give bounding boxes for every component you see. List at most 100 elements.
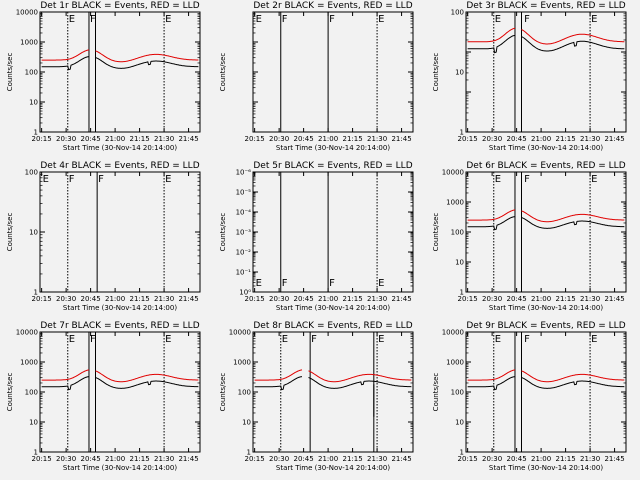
det-3-flag: E [495, 14, 501, 25]
det-6-xtick-label: 21:00 [531, 295, 551, 303]
det-1-xtick-label: 20:45 [81, 135, 101, 143]
det-3-xtick-label: 21:45 [604, 135, 624, 143]
det-1-ytick-label: 1000 [20, 39, 38, 47]
det-1-xtick-label: 20:15 [32, 135, 52, 143]
det-5-ytick-label: 10⁻⁵ [236, 189, 252, 197]
det-4-xtick-label: 20:45 [81, 295, 101, 303]
det-8-flag: E [282, 334, 288, 345]
det-6-xtick-label: 21:30 [580, 295, 600, 303]
det-8-xtick-label: 20:45 [294, 455, 314, 463]
det-6-xtick-label: 21:15 [555, 295, 575, 303]
det-8-title: Det 8r BLACK = Events, RED = LLD [253, 321, 412, 331]
det-9-ytick-label: 100 [451, 389, 464, 397]
det-5-ytick-label: 10⁻⁴ [236, 209, 252, 217]
det-3-xlabel: Start Time (30-Nov-14 20:14:00) [489, 144, 603, 152]
det-4-flag: E [165, 174, 171, 185]
det-7-ytick-label: 1000 [20, 359, 38, 367]
det-2-xtick-label: 20:15 [245, 135, 265, 143]
det-2-xtick-label: 20:45 [294, 135, 314, 143]
det-4-flag: F [69, 174, 75, 185]
det-8-xtick-label: 21:15 [342, 455, 362, 463]
det-9-title: Det 9r BLACK = Events, RED = LLD [466, 321, 625, 331]
det-2-title: Det 2r BLACK = Events, RED = LLD [253, 1, 412, 11]
det-1-ylabel: Counts/sec [6, 53, 14, 92]
det-8-xtick-label: 20:30 [269, 455, 289, 463]
det-2-xtick-label: 21:15 [342, 135, 362, 143]
det-7-xtick-label: 21:45 [178, 455, 198, 463]
det-6-xlabel: Start Time (30-Nov-14 20:14:00) [489, 304, 603, 312]
det-3-xtick-label: 21:00 [531, 135, 551, 143]
det-5-ylabel: Counts/sec [219, 213, 227, 252]
det-2-flag: F [282, 14, 288, 25]
det-7-events-series [41, 376, 199, 391]
det-5-xlabel: Start Time (30-Nov-14 20:14:00) [276, 304, 390, 312]
det-8-events-series [254, 376, 412, 391]
det-3-flag: F [524, 14, 530, 25]
det-9-xtick-label: 21:30 [580, 455, 600, 463]
det-6-xtick-label: 20:30 [482, 295, 502, 303]
det-2-frame [252, 11, 414, 133]
det-5-flag: F [282, 278, 288, 289]
det-9-ytick-label: 10 [455, 419, 464, 427]
det-8-ylabel: Counts/sec [219, 373, 227, 412]
det-1-flag: E [69, 14, 75, 25]
det-5-ytick-label: 10⁻⁶ [236, 169, 252, 177]
det-8-lld-series [254, 369, 412, 383]
det-7-ylabel: Counts/sec [6, 373, 14, 412]
det-3-ytick-label: 1 [460, 129, 464, 137]
det-7-xtick-label: 20:45 [81, 455, 101, 463]
det-8-xtick-label: 20:15 [245, 455, 265, 463]
det-4-xtick-label: 21:00 [105, 295, 125, 303]
det-5-ytick-label: 10⁻² [236, 249, 252, 257]
det-8-ytick-label: 10 [242, 419, 251, 427]
det-5-xtick-label: 21:45 [391, 295, 411, 303]
det-9-ylabel: Counts/sec [432, 373, 440, 412]
det-6-xtick-label: 20:45 [507, 295, 527, 303]
det-5-flag: E [378, 278, 384, 289]
det-9-ytick-label: 1 [460, 449, 464, 457]
det-7-frame [39, 331, 201, 453]
det-1-xtick-label: 21:30 [154, 135, 174, 143]
det-7-flag: F [90, 334, 96, 345]
det-6-title: Det 6r BLACK = Events, RED = LLD [466, 161, 625, 171]
det-3-xtick-label: 21:15 [555, 135, 575, 143]
det-1-events-series [41, 56, 199, 71]
det-6-xtick-label: 20:15 [458, 295, 478, 303]
det-4-frame [39, 171, 201, 293]
det-4-xtick-label: 20:30 [56, 295, 76, 303]
det-3-lld-series [467, 27, 625, 45]
det-1-ytick-label: 10 [29, 99, 38, 107]
det-7-xtick-label: 20:30 [56, 455, 76, 463]
det-4-xtick-label: 21:30 [154, 295, 174, 303]
det-4-flag: F [98, 174, 104, 185]
det-9-xtick-label: 21:45 [604, 455, 624, 463]
det-9-flag: E [591, 334, 597, 345]
det-8-ytick-label: 100 [238, 389, 251, 397]
det-2-flag: E [378, 14, 384, 25]
det-9-xtick-label: 21:15 [555, 455, 575, 463]
det-9-ytick-label: 10000 [442, 329, 464, 337]
det-9-events-series [467, 376, 625, 391]
det-4-xtick-label: 20:15 [32, 295, 52, 303]
det-8-frame [252, 331, 414, 453]
det-9-xlabel: Start Time (30-Nov-14 20:14:00) [489, 464, 603, 472]
det-9-xtick-label: 20:45 [507, 455, 527, 463]
det-7-ytick-label: 10000 [16, 329, 38, 337]
det-7-ytick-label: 10 [29, 419, 38, 427]
det-8-flag: E [378, 334, 384, 345]
det-4-title: Det 4r BLACK = Events, RED = LLD [40, 161, 199, 171]
det-2-ylabel: Counts/sec [219, 53, 227, 92]
det-4-xtick-label: 21:45 [178, 295, 198, 303]
det-3-events-series [467, 34, 625, 54]
det-5-xtick-label: 20:15 [245, 295, 265, 303]
det-3-frame [465, 11, 627, 133]
det-1-xtick-label: 21:45 [178, 135, 198, 143]
det-8-xtick-label: 21:45 [391, 455, 411, 463]
det-3-ytick-label: 100 [451, 9, 464, 17]
det-5-xtick-label: 20:30 [269, 295, 289, 303]
det-9-xtick-label: 21:00 [531, 455, 551, 463]
det-8-xtick-label: 21:30 [367, 455, 387, 463]
det-2-xlabel: Start Time (30-Nov-14 20:14:00) [276, 144, 390, 152]
det-5-xtick-label: 21:30 [367, 295, 387, 303]
